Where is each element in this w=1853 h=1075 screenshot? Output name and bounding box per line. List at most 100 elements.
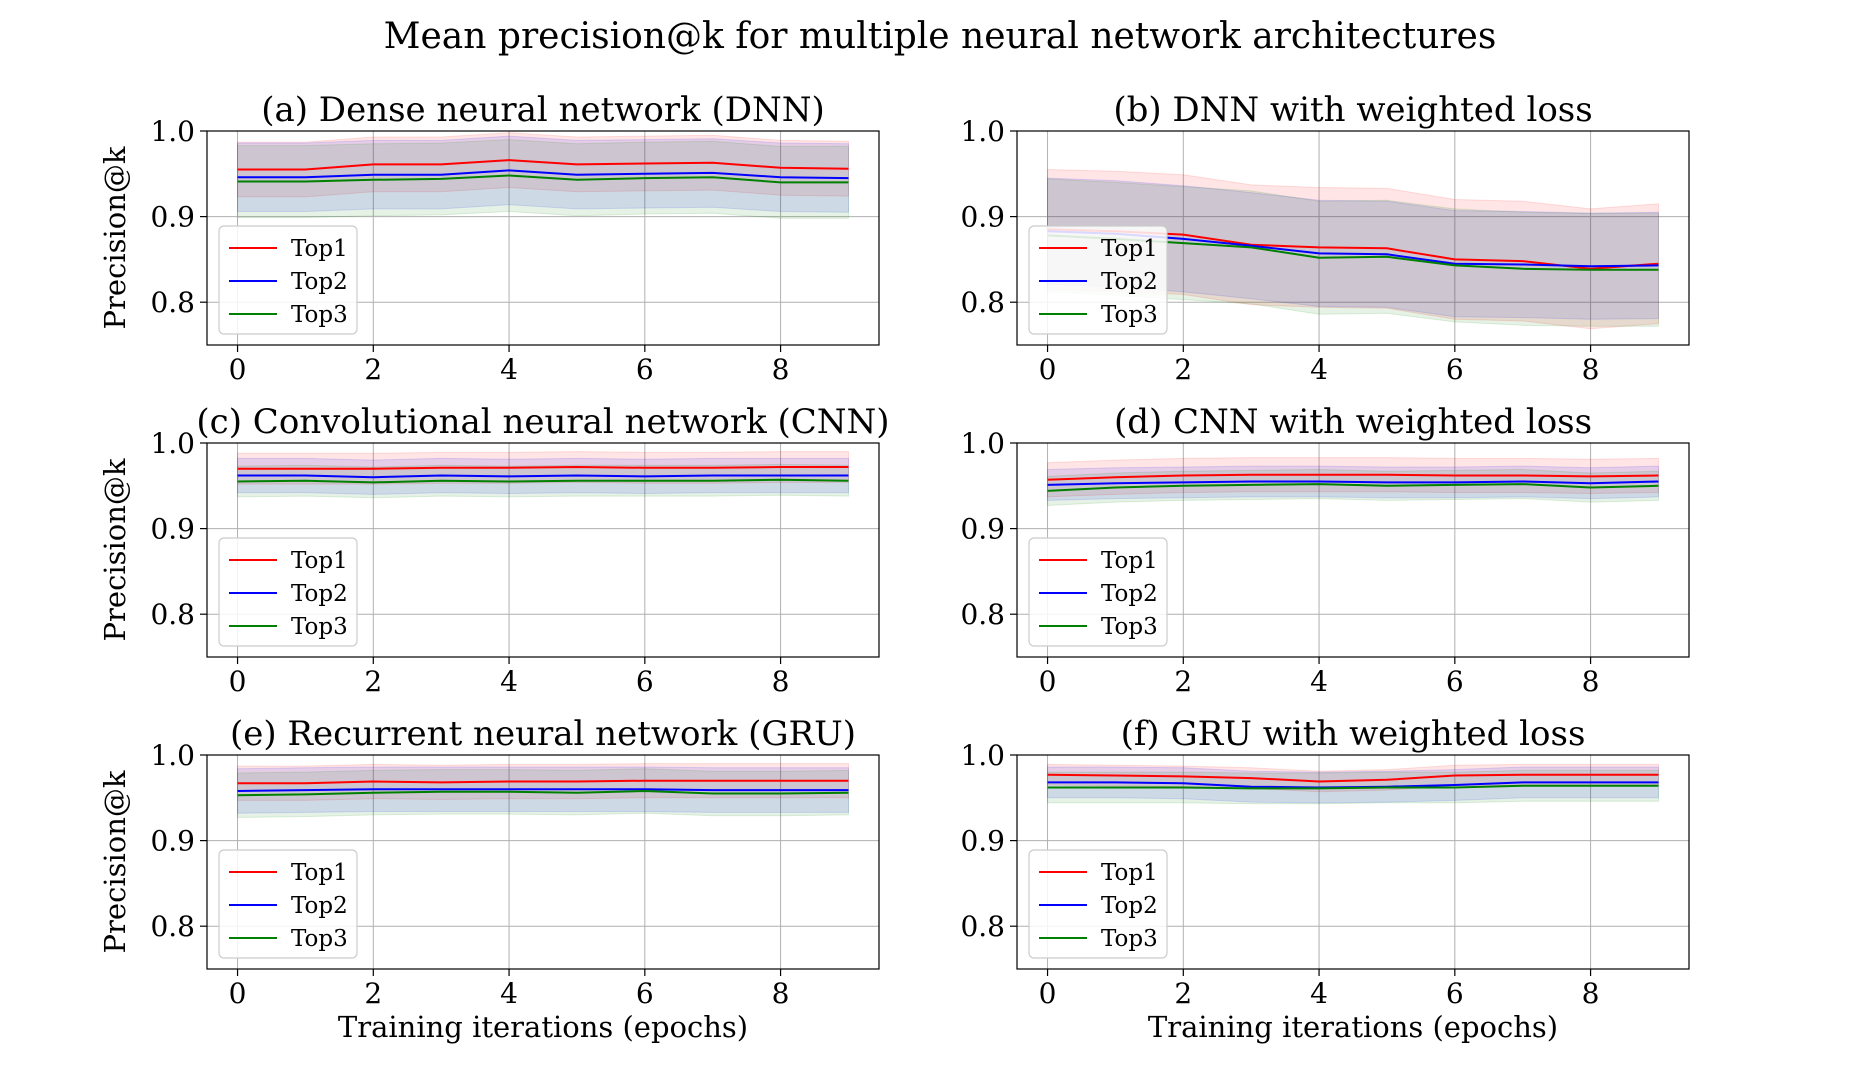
series-line-top1: [237, 779, 849, 785]
y-tick-label: 0.9: [960, 513, 1005, 546]
y-tick-label: 1.0: [960, 739, 1005, 772]
series-line-top2: [1047, 480, 1659, 486]
legend-box: [218, 849, 358, 959]
series-line-top1: [237, 159, 849, 171]
x-tick-label: 0: [1039, 977, 1057, 1010]
x-tick-label: 6: [636, 353, 654, 386]
subplot-title: (b) DNN with weighted loss: [1113, 90, 1592, 130]
legend-label-top1: Top1: [291, 236, 348, 262]
subplot-f: 0 2 4 6 8 0.8 0.9 1.0 (f) GRU with weighted loss…: [960, 714, 1690, 1044]
legend: Top1 Top2 Top3: [218, 849, 358, 959]
plot-frame: [206, 754, 880, 970]
figure-title: Mean precision@k for multiple neural net…: [384, 16, 1497, 57]
y-tick-label: 0.8: [150, 910, 195, 943]
x-tick-label: 6: [1446, 665, 1464, 698]
y-axis-label: Precision@k: [98, 458, 132, 641]
subplot-c: 0 2 4 6 8 0.8 0.9 1.0(c) Convolutional neural n…: [98, 402, 890, 698]
y-tick-label: 0.9: [960, 825, 1005, 858]
legend: Top1 Top2 Top3: [1028, 537, 1168, 647]
subplot-title: (a) Dense neural network (DNN): [261, 90, 825, 130]
legend: Top1 Top2 Top3: [218, 225, 358, 335]
x-tick-label: 2: [1174, 977, 1192, 1010]
series-band-top3: [237, 139, 849, 219]
subplot-title: (c) Convolutional neural network (CNN): [196, 402, 889, 442]
subplot-a: 0 2 4 6 8 0.8 0.9 1.0 (a) Dense neural network (…: [98, 90, 880, 386]
x-tick-label: 8: [1582, 665, 1600, 698]
x-tick-label: 8: [1582, 353, 1600, 386]
subplot-b: 0 2 4 6 8 0.8 0.9 1.0 (b) DNN with weighted loss…: [960, 90, 1690, 386]
series-line-top3: [1047, 784, 1659, 790]
y-tick-label: 0.9: [150, 201, 195, 234]
x-tick-label: 2: [364, 353, 382, 386]
legend-label-top3: Top3: [291, 926, 348, 952]
subplot-title: (e) Recurrent neural network (GRU): [230, 714, 856, 754]
y-tick-label: 0.8: [960, 598, 1005, 631]
y-tick-label: 0.8: [960, 910, 1005, 943]
y-tick-label: 0.8: [960, 286, 1005, 319]
legend: Top1 Top2 Top3: [1028, 849, 1168, 959]
legend-label-top3: Top3: [1101, 614, 1158, 640]
series-band-top1: [1047, 457, 1659, 498]
series-line-top1: [1047, 773, 1659, 783]
legend-label-top1: Top1: [291, 548, 348, 574]
plot-frame: [206, 130, 880, 346]
y-tick-label: 0.8: [150, 598, 195, 631]
legend-box: [1028, 537, 1168, 647]
x-tick-label: 4: [500, 353, 518, 386]
series-band-top1: [237, 132, 849, 198]
x-tick-label: 2: [364, 665, 382, 698]
y-tick-label: 0.8: [150, 286, 195, 319]
series-line-top3: [237, 789, 849, 797]
legend-label-top2: Top2: [1101, 269, 1158, 295]
x-tick-label: 8: [772, 353, 790, 386]
y-tick-label: 1.0: [960, 427, 1005, 460]
y-axis-label: Precision@k: [98, 770, 132, 953]
y-axis-label: Precision@k: [98, 146, 132, 329]
plot-frame: [1016, 130, 1690, 346]
x-tick-label: 4: [1310, 977, 1328, 1010]
x-tick-label: 6: [1446, 977, 1464, 1010]
x-tick-label: 0: [1039, 353, 1057, 386]
legend-label-top1: Top1: [1101, 860, 1158, 886]
legend-label-top2: Top2: [291, 269, 348, 295]
y-tick-label: 0.9: [150, 825, 195, 858]
series-line-top1: [1047, 473, 1659, 481]
plot-frame: [1016, 442, 1690, 658]
series-band-top1: [1047, 168, 1659, 330]
x-tick-label: 0: [229, 665, 247, 698]
series-band-top3: [1047, 468, 1659, 507]
legend-box: [218, 537, 358, 647]
series-line-top2: [237, 474, 849, 479]
legend-label-top3: Top3: [291, 614, 348, 640]
x-tick-label: 6: [1446, 353, 1464, 386]
y-tick-label: 0.9: [150, 513, 195, 546]
y-tick-label: 1.0: [150, 115, 195, 148]
x-tick-label: 2: [1174, 665, 1192, 698]
subplot-grid: 0 2 4 6 8 0.8 0.9 1.0 (a) Dense neural network (…: [98, 90, 1690, 1044]
y-tick-label: 1.0: [150, 427, 195, 460]
legend-box: [1028, 225, 1168, 335]
x-tick-label: 0: [229, 977, 247, 1010]
subplot-title: (f) GRU with weighted loss: [1121, 714, 1586, 754]
legend: Top1 Top2 Top3: [218, 537, 358, 647]
series-line-top3: [237, 174, 849, 184]
x-tick-label: 4: [1310, 353, 1328, 386]
x-tick-label: 4: [500, 665, 518, 698]
subplot-d: 0 2 4 6 8 0.8 0.9 1.0 (d) CNN with weighted loss…: [960, 402, 1690, 698]
legend: Top1 Top2 Top3: [1028, 225, 1168, 335]
legend-label-top3: Top3: [1101, 302, 1158, 328]
series-band-top3: [1047, 178, 1659, 327]
legend-label-top3: Top3: [1101, 926, 1158, 952]
y-tick-label: 1.0: [960, 115, 1005, 148]
legend-box: [218, 225, 358, 335]
subplot-e: 0 2 4 6 8 0.8 0.9 1.0 (e) Recurrent neural netwo…: [98, 714, 880, 1044]
subplot-title: (d) CNN with weighted loss: [1114, 402, 1592, 442]
legend-label-top3: Top3: [291, 302, 348, 328]
x-tick-label: 8: [772, 977, 790, 1010]
y-tick-label: 1.0: [150, 739, 195, 772]
x-tick-label: 6: [636, 665, 654, 698]
series-line-top2: [237, 169, 849, 180]
legend-label-top1: Top1: [1101, 236, 1158, 262]
series-line-top3: [237, 478, 849, 484]
